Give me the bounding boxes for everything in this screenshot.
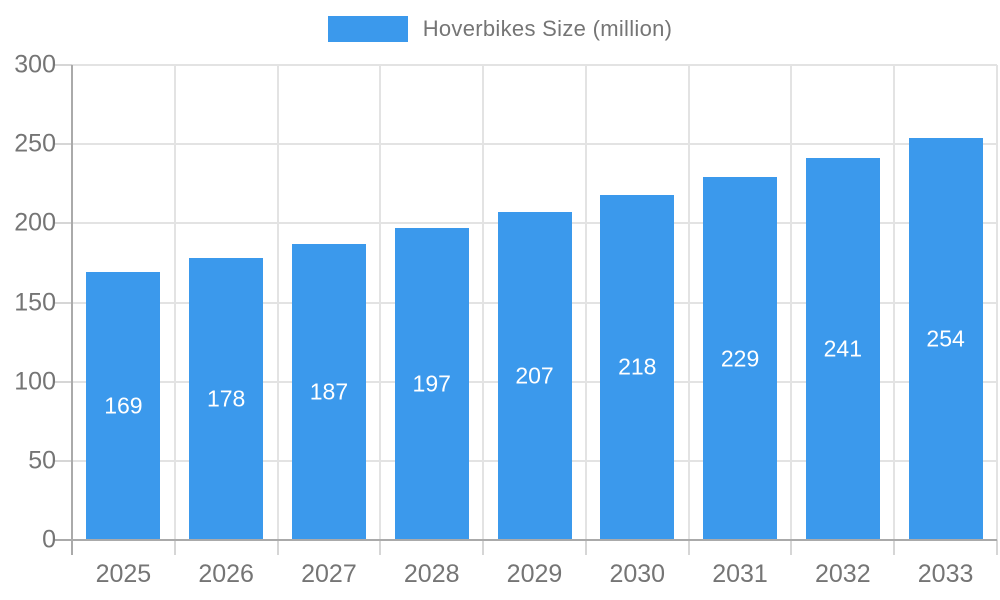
y-gridline: [72, 143, 997, 146]
x-axis-label: 2033: [917, 560, 974, 588]
x-axis-tick: [276, 540, 279, 555]
bar-2027: [291, 243, 366, 540]
bar-2032: [805, 158, 880, 540]
y-axis-label: 0: [42, 525, 56, 554]
x-axis-label: 2028: [403, 560, 460, 588]
x-axis-label: 2032: [815, 560, 871, 588]
x-gridline: [996, 65, 998, 540]
bar-2028: [394, 228, 469, 540]
bar-value-label: 187: [309, 378, 349, 405]
bar-2031: [703, 177, 778, 540]
x-axis-tick: [996, 540, 998, 555]
x-axis-tick: [173, 540, 176, 555]
y-axis-tick: [55, 380, 72, 383]
y-axis-label: 150: [14, 288, 56, 316]
x-axis-tick: [687, 540, 690, 555]
bar-value-label: 254: [926, 325, 965, 352]
x-gridline: [173, 65, 176, 540]
legend-label: Hoverbikes Size (million): [422, 16, 673, 41]
y-axis-tick: [55, 222, 72, 225]
chart-legend: Hoverbikes Size (million): [0, 16, 1000, 42]
x-axis-tick: [584, 540, 587, 555]
x-axis-label: 2025: [95, 560, 152, 588]
bar-value-label: 241: [823, 335, 863, 362]
y-axis-line: [71, 65, 73, 555]
x-gridline: [276, 65, 279, 540]
bar-value-label: 169: [104, 392, 143, 419]
bar-value-label: 178: [206, 385, 246, 412]
y-axis-tick: [55, 459, 72, 462]
bar-2029: [497, 212, 572, 540]
y-axis-label: 50: [28, 446, 56, 475]
x-gridline: [482, 65, 485, 540]
y-axis-label: 200: [14, 208, 56, 237]
bar-2033: [908, 137, 983, 540]
x-gridline: [687, 65, 690, 540]
x-gridline: [379, 65, 382, 540]
y-gridline: [72, 64, 997, 66]
y-axis-tick: [55, 301, 72, 304]
y-axis-tick: [55, 143, 72, 146]
x-axis-label: 2029: [506, 560, 563, 588]
y-axis-label: 100: [14, 367, 56, 396]
legend-swatch: [327, 16, 408, 42]
x-axis-label: 2030: [609, 560, 666, 588]
x-gridline: [893, 65, 896, 540]
x-axis-label: 2027: [301, 560, 357, 588]
x-axis-label: 2031: [712, 560, 768, 588]
x-axis-tick: [893, 540, 896, 555]
x-axis-tick: [790, 540, 793, 555]
x-axis-label: 2026: [198, 560, 254, 588]
x-axis-line: [55, 539, 997, 541]
y-axis-label: 250: [14, 129, 56, 158]
x-gridline: [584, 65, 587, 540]
bar-2026: [189, 258, 264, 540]
x-axis-tick: [379, 540, 382, 555]
x-gridline: [790, 65, 793, 540]
y-axis-label: 300: [14, 50, 56, 79]
y-axis-tick: [55, 64, 72, 66]
bar-2030: [600, 194, 675, 540]
bar-value-label: 207: [515, 362, 554, 389]
bar-value-label: 197: [412, 370, 451, 397]
bar-value-label: 229: [720, 345, 760, 372]
x-axis-tick: [482, 540, 485, 555]
bar-value-label: 218: [618, 353, 657, 380]
bar-2025: [86, 272, 161, 540]
